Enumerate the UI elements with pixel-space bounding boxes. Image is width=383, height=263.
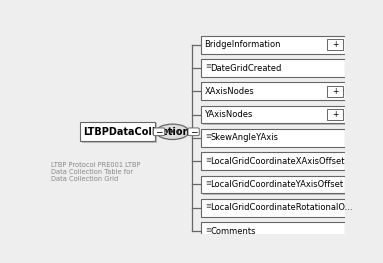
FancyBboxPatch shape — [327, 39, 343, 50]
FancyBboxPatch shape — [201, 152, 345, 170]
FancyBboxPatch shape — [154, 128, 165, 136]
Text: +: + — [332, 40, 338, 49]
FancyBboxPatch shape — [188, 128, 199, 136]
Text: DateGridCreated: DateGridCreated — [210, 63, 282, 73]
Text: XAxisNodes: XAxisNodes — [205, 87, 254, 96]
FancyBboxPatch shape — [201, 129, 345, 147]
Ellipse shape — [156, 124, 189, 139]
FancyBboxPatch shape — [203, 223, 347, 241]
Text: −: − — [155, 127, 163, 136]
FancyBboxPatch shape — [203, 130, 347, 148]
FancyBboxPatch shape — [203, 37, 347, 55]
Text: ≡: ≡ — [205, 204, 211, 210]
FancyBboxPatch shape — [327, 109, 343, 120]
FancyBboxPatch shape — [327, 86, 343, 97]
Text: ≡: ≡ — [205, 134, 211, 140]
FancyBboxPatch shape — [201, 175, 345, 193]
FancyBboxPatch shape — [203, 60, 347, 78]
Text: LTBPDataCollection: LTBPDataCollection — [83, 127, 189, 137]
FancyBboxPatch shape — [82, 123, 157, 143]
FancyBboxPatch shape — [201, 106, 345, 124]
FancyBboxPatch shape — [201, 199, 345, 217]
FancyBboxPatch shape — [201, 59, 345, 77]
FancyBboxPatch shape — [201, 222, 345, 240]
Text: LocalGridCoordinateRotationalO...: LocalGridCoordinateRotationalO... — [210, 203, 353, 212]
FancyBboxPatch shape — [203, 154, 347, 171]
Text: −: − — [190, 127, 197, 136]
Text: BridgeInformation: BridgeInformation — [205, 40, 281, 49]
Text: ≡: ≡ — [205, 64, 211, 70]
Text: LocalGridCoordinateYAxisOffset: LocalGridCoordinateYAxisOffset — [210, 180, 344, 189]
Text: LocalGridCoordinateXAxisOffset: LocalGridCoordinateXAxisOffset — [210, 157, 345, 166]
Text: +: + — [332, 110, 338, 119]
Text: •••: ••• — [164, 127, 182, 137]
FancyBboxPatch shape — [203, 107, 347, 125]
FancyBboxPatch shape — [203, 84, 347, 102]
Text: Comments: Comments — [210, 226, 256, 236]
FancyBboxPatch shape — [203, 200, 347, 218]
Text: +: + — [332, 87, 338, 96]
Text: LTBP Protocol PRE001 LTBP
Data Collection Table for
Data Collection Grid: LTBP Protocol PRE001 LTBP Data Collectio… — [51, 162, 140, 182]
FancyBboxPatch shape — [203, 177, 347, 195]
Text: SkewAngleYAxis: SkewAngleYAxis — [210, 133, 278, 142]
Text: ≡: ≡ — [205, 157, 211, 163]
Text: YAxisNodes: YAxisNodes — [205, 110, 253, 119]
FancyBboxPatch shape — [80, 122, 155, 141]
Text: ≡: ≡ — [205, 227, 211, 233]
FancyBboxPatch shape — [201, 82, 345, 100]
Text: ≡: ≡ — [205, 180, 211, 186]
FancyBboxPatch shape — [201, 36, 345, 54]
